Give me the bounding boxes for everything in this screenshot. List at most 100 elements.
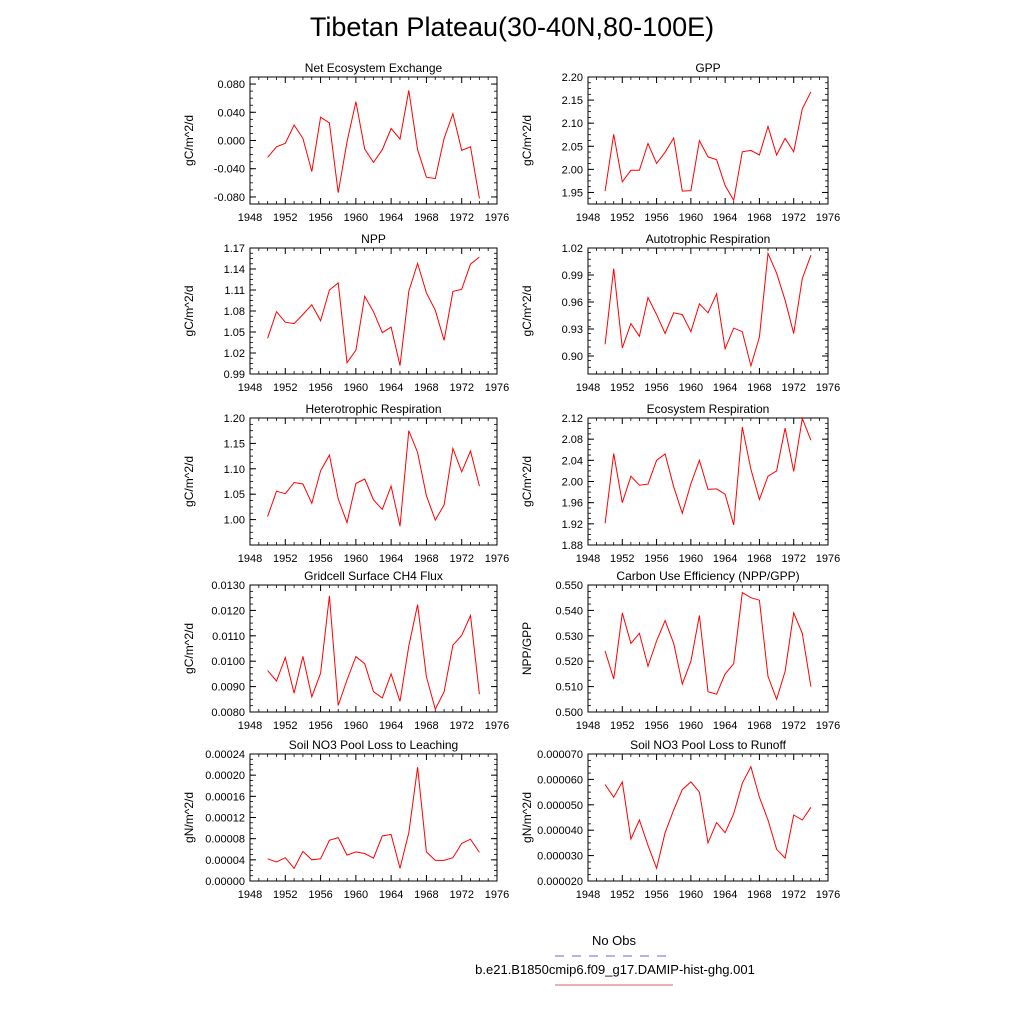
panel-8-xtick-label: 1968 [747,720,771,732]
panel-4-xtick-label: 1964 [713,382,737,394]
panel-6-series-line [604,416,812,526]
panel-2-xtick-label: 1972 [781,212,805,224]
panel-8-frame [587,584,829,713]
panel-1-xtick-label: 1976 [485,212,509,224]
panel-1-xtick-label: 1952 [273,212,297,224]
panel-6-xtick-label: 1976 [816,553,840,565]
page-title: Tibetan Plateau(30-40N,80-100E) [309,12,715,42]
panel-3-ytick-label: 1.05 [224,327,245,339]
panel-4-ytick-label: 0.90 [562,351,583,363]
panel-7-ytick-label: 0.0090 [211,682,245,694]
panel-6-frame [587,417,829,546]
panel-9-title: Soil NO3 Pool Loss to Leaching [289,738,458,752]
panel-2-xtick-label: 1960 [679,212,703,224]
panel-2-xtick-label: 1948 [576,212,600,224]
panel-1-xtick-label: 1948 [238,212,262,224]
panel-9-xtick-label: 1972 [449,889,473,901]
panel-9-xtick-label: 1948 [238,889,262,901]
panel-6-ytick-label: 2.12 [562,413,583,425]
panel-1-title: Net Ecosystem Exchange [305,61,443,75]
panel-5-ytick-label: 1.10 [224,464,245,476]
panel-8-series-line [604,591,812,701]
panel-5-ytick-label: 1.05 [224,489,245,501]
panel-3-xtick-label: 1956 [308,382,332,394]
panel-4-frame [587,247,829,375]
panel-5-ytick-label: 1.00 [224,515,245,527]
panel-2-ytick-label: 2.05 [562,141,583,153]
panel-9-ytick-label: 0.00000 [205,876,245,888]
panel-2-ytick-label: 1.95 [562,187,583,199]
panel-3-ytick-label: 1.14 [224,264,245,276]
panel-8-ytick-label: 0.500 [555,707,583,719]
panel-3-ytick-label: 1.08 [224,306,245,318]
panel-2-series-line [604,91,812,202]
panel-1-xtick-label: 1968 [414,212,438,224]
panel-7-xtick-label: 1964 [379,720,403,732]
panel-6-xtick-label: 1956 [644,553,668,565]
legend-label-model: b.e21.B1850cmip6.f09_g17.DAMIP-hist-ghg.… [475,962,755,977]
panel-10-xtick-label: 1956 [644,889,668,901]
panel-3-ytick-label: 1.17 [224,243,245,255]
panel-3-xtick-label: 1968 [414,382,438,394]
panel-2-xtick-label: 1968 [747,212,771,224]
panel-4-ytick-label: 0.96 [562,297,583,309]
panel-4-ylabel: gC/m^2/d [520,286,534,337]
panel-5-xtick-label: 1960 [344,553,368,565]
panel-1-ylabel: gC/m^2/d [182,115,196,166]
panel-2-ylabel: gC/m^2/d [520,115,534,166]
panel-9-xtick-label: 1956 [308,889,332,901]
panel-7-title: Gridcell Surface CH4 Flux [304,569,443,583]
panel-8-title: Carbon Use Efficiency (NPP/GPP) [616,569,799,583]
panel-1-ytick-label: 0.000 [217,136,245,148]
panel-3-series-line [267,256,480,366]
panel-7-ylabel: gC/m^2/d [182,623,196,674]
panel-9-ytick-label: 0.00024 [205,749,245,761]
panel-1-ytick-label: 0.080 [217,79,245,91]
panel-2-xtick-label: 1952 [610,212,634,224]
panel-5-frame [249,417,498,546]
panel-8-xtick-label: 1972 [781,720,805,732]
panel-8-xtick-label: 1964 [713,720,737,732]
panel-6-xtick-label: 1948 [576,553,600,565]
panel-8-xtick-label: 1948 [576,720,600,732]
panel-8-xtick-label: 1976 [816,720,840,732]
panel-8-xtick-label: 1956 [644,720,668,732]
panel-2-frame [587,76,829,205]
panel-3-xtick-label: 1960 [344,382,368,394]
panel-6-xtick-label: 1968 [747,553,771,565]
panel-7-ytick-label: 0.0080 [211,707,245,719]
panel-6-ytick-label: 2.08 [562,434,583,446]
panel-10-ytick-label: 0.000050 [537,800,583,812]
panel-6-title: Ecosystem Respiration [647,402,770,416]
panel-10-xtick-label: 1976 [816,889,840,901]
panel-7-xtick-label: 1976 [485,720,509,732]
panel-9-series-line [267,767,480,870]
panel-5-series-line [267,430,480,527]
panel-10-xtick-label: 1964 [713,889,737,901]
panel-9-ytick-label: 0.00016 [205,791,245,803]
panel-2-xtick-label: 1976 [816,212,840,224]
panel-9-xtick-label: 1968 [414,889,438,901]
panel-9-ylabel: gN/m^2/d [182,792,196,843]
panel-8-ylabel: NPP/GPP [520,622,534,675]
panel-1-series-line [267,90,480,199]
panel-5-xtick-label: 1968 [414,553,438,565]
panel-5-ylabel: gC/m^2/d [182,456,196,507]
panel-6-ytick-label: 1.96 [562,498,583,510]
panel-2-ytick-label: 2.00 [562,164,583,176]
panel-9-xtick-label: 1952 [273,889,297,901]
panel-6-ytick-label: 2.04 [562,455,583,467]
panel-2-ytick-label: 2.10 [562,118,583,130]
panel-1-ytick-label: 0.040 [217,107,245,119]
panel-9-ytick-label: 0.00004 [205,855,245,867]
panel-8-ytick-label: 0.550 [555,580,583,592]
panel-9-frame [249,753,498,882]
panel-4-title: Autotrophic Respiration [646,232,771,246]
panel-7-xtick-label: 1968 [414,720,438,732]
panel-10-series-line [604,765,812,871]
panel-10-ytick-label: 0.000020 [537,876,583,888]
panel-3-xtick-label: 1964 [379,382,403,394]
legend-label-no-obs: No Obs [592,933,637,948]
panel-4-xtick-label: 1968 [747,382,771,394]
